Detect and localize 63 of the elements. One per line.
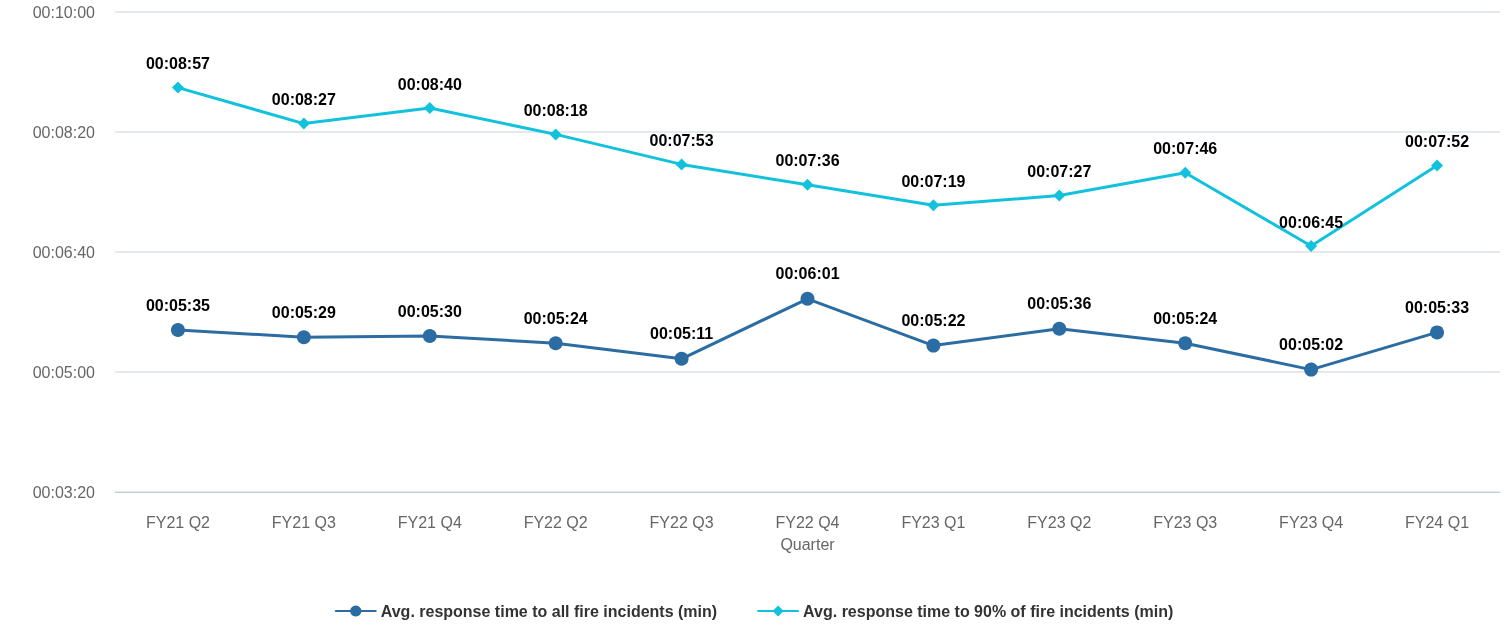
- point: [1430, 325, 1445, 340]
- y-tick-label: 00:05:00: [32, 363, 96, 381]
- point: [549, 128, 562, 141]
- point: [171, 81, 184, 94]
- data-label: 00:06:01: [775, 265, 840, 283]
- x-tick-label: FY22 Q2: [523, 513, 588, 531]
- x-tick-label: FY23 Q1: [901, 513, 966, 531]
- data-label: 00:05:29: [271, 303, 336, 321]
- data-label: 00:05:24: [1153, 309, 1218, 327]
- point: [801, 178, 814, 191]
- point: [1053, 189, 1066, 202]
- data-label: 00:05:22: [901, 312, 966, 330]
- x-tick-label: FY21 Q3: [271, 513, 336, 531]
- data-label: 00:08:40: [397, 75, 462, 93]
- point: [1305, 240, 1318, 252]
- y-tick-label: 00:03:20: [32, 483, 96, 501]
- data-label: 00:05:11: [650, 325, 714, 343]
- data-label: 00:08:57: [145, 55, 211, 73]
- x-tick-label: FY21 Q2: [145, 513, 211, 531]
- y-tick-label: 00:10:00: [32, 3, 96, 21]
- x-tick-label: FY22 Q3: [649, 513, 714, 531]
- data-label: 00:05:33: [1405, 298, 1470, 316]
- data-label: 00:05:35: [145, 296, 211, 314]
- point: [170, 323, 185, 337]
- point: [1052, 321, 1067, 336]
- point: [548, 336, 563, 351]
- data-label: 00:07:19: [901, 172, 966, 190]
- x-tick-label: FY23 Q4: [1279, 513, 1344, 531]
- legend-label: Avg. response time to all fire incidents (min): [380, 602, 718, 620]
- point: [1431, 159, 1444, 172]
- point: [1304, 362, 1319, 377]
- data-label: 00:06:45: [1279, 213, 1344, 231]
- x-tick-label: FY23 Q2: [1027, 513, 1092, 531]
- data-label: 00:07:46: [1153, 140, 1218, 158]
- point: [675, 158, 688, 171]
- data-label: 00:05:24: [523, 309, 588, 327]
- data-label: 00:07:27: [1027, 163, 1092, 181]
- point: [674, 351, 689, 366]
- data-label: 00:08:27: [271, 91, 336, 109]
- point: [927, 199, 940, 212]
- point: [297, 117, 310, 130]
- point: [800, 291, 815, 306]
- x-tick-label: FY23 Q3: [1153, 513, 1218, 531]
- data-label: 00:07:53: [649, 131, 714, 149]
- y-tick-label: 00:08:20: [32, 123, 96, 141]
- legend-label: Avg. response time to 90% of fire incidents (min): [803, 602, 1174, 620]
- point: [926, 338, 941, 353]
- x-axis-title: Quarter: [780, 535, 836, 553]
- data-label: 00:05:36: [1027, 295, 1092, 313]
- point: [296, 330, 311, 345]
- x-tick-label: FY24 Q1: [1405, 513, 1470, 531]
- x-tick-label: FY21 Q4: [397, 513, 462, 531]
- point: [423, 102, 436, 114]
- point: [1178, 336, 1193, 351]
- data-label: 00:08:18: [523, 101, 588, 119]
- y-tick-label: 00:06:40: [32, 243, 96, 261]
- data-label: 00:05:02: [1279, 336, 1344, 354]
- data-label: 00:05:30: [397, 302, 462, 320]
- data-label: 00:07:36: [775, 152, 840, 170]
- point: [1179, 166, 1192, 179]
- point: [422, 329, 437, 343]
- data-label: 00:07:52: [1405, 133, 1470, 151]
- x-tick-label: FY22 Q4: [775, 513, 840, 531]
